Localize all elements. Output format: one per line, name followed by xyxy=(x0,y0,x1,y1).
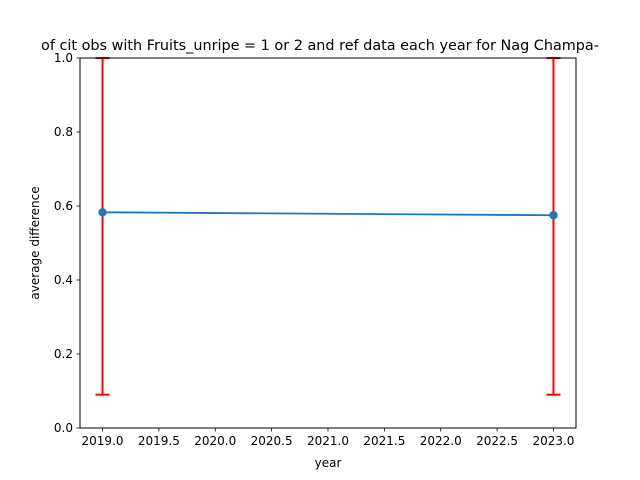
y-tick-label: 0.0 xyxy=(54,421,73,435)
y-tick-label: 0.8 xyxy=(54,125,73,139)
x-tick-label: 2022.0 xyxy=(420,434,462,448)
y-axis-ticks: 0.0 0.2 0.4 0.6 0.8 1.0 xyxy=(54,51,80,435)
x-tick-label: 2021.0 xyxy=(307,434,349,448)
x-tick-label: 2020.0 xyxy=(194,434,236,448)
series-line xyxy=(102,211,554,217)
y-tick-label: 0.6 xyxy=(54,199,73,213)
axes-frame xyxy=(79,57,577,429)
x-tick-label: 2021.5 xyxy=(363,434,405,448)
x-tick-label: 2022.5 xyxy=(476,434,518,448)
x-tick-label: 2020.5 xyxy=(251,434,293,448)
x-axis-ticks: 2019.0 2019.5 2020.0 2020.5 2021.0 2021.5 2022… xyxy=(82,428,574,448)
x-tick-label: 2019.0 xyxy=(82,434,124,448)
data-point xyxy=(98,208,107,217)
y-axis-label: average difference xyxy=(28,186,42,299)
x-tick-label: 2019.5 xyxy=(138,434,180,448)
x-axis-label: year xyxy=(315,456,342,470)
x-tick-label: 2023.0 xyxy=(532,434,574,448)
y-tick-label: 0.4 xyxy=(54,273,73,287)
y-tick-label: 1.0 xyxy=(54,51,73,65)
series-layer xyxy=(95,57,561,396)
data-point xyxy=(549,211,558,220)
chart-title: of cit obs with Fruits_unripe = 1 or 2 a… xyxy=(41,38,599,54)
y-tick-label: 0.2 xyxy=(54,347,73,361)
